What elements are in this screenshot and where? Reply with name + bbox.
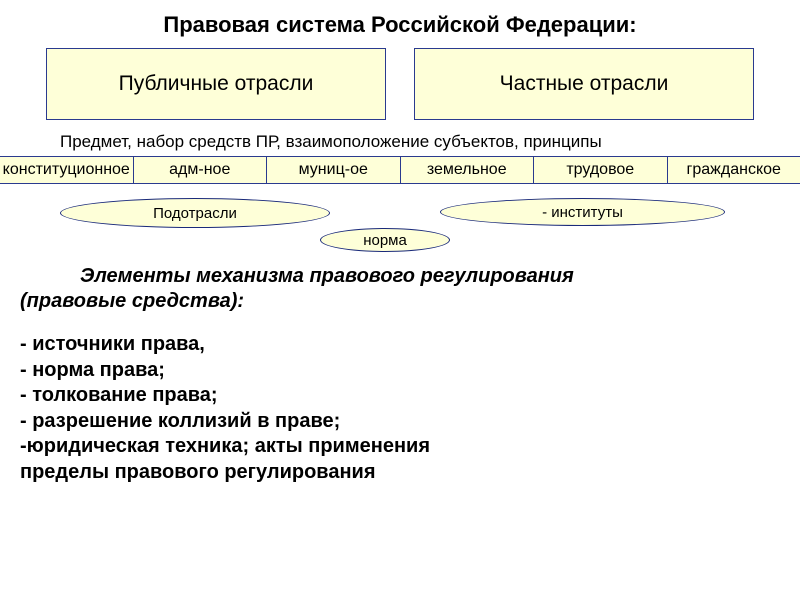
ellipse-institutes: - институты: [440, 198, 725, 226]
page-title: Правовая система Российской Федерации:: [0, 0, 800, 48]
ellipse-row: Подотрасли - институты норма: [0, 198, 800, 258]
law-cell: трудовое: [534, 157, 668, 183]
law-type-row: конституционное адм-ное муниц-ое земельн…: [0, 156, 800, 184]
branch-public: Публичные отрасли: [46, 48, 386, 120]
branch-row: Публичные отрасли Частные отрасли: [0, 48, 800, 120]
list-item: - толкование права;: [20, 383, 780, 409]
list-item: пределы правового регулирования: [20, 460, 780, 486]
law-cell: конституционное: [0, 157, 134, 183]
subheading-line1: Элементы механизма правового регулирован…: [80, 265, 574, 287]
elements-subheading: Элементы механизма правового регулирован…: [0, 258, 800, 314]
law-cell: земельное: [401, 157, 535, 183]
list-item: - норма права;: [20, 358, 780, 384]
list-item: - разрешение коллизий в праве;: [20, 409, 780, 435]
subheading-line2: (правовые средства):: [20, 290, 244, 312]
elements-list: - источники права, - норма права; - толк…: [0, 314, 800, 486]
branch-private: Частные отрасли: [414, 48, 754, 120]
criteria-line: Предмет, набор средств ПР, взаимоположен…: [0, 120, 800, 156]
list-item: -юридическая техника; акты применения: [20, 434, 780, 460]
list-item: - источники права,: [20, 332, 780, 358]
ellipse-norm: норма: [320, 228, 450, 252]
law-cell: адм-ное: [134, 157, 268, 183]
law-cell: муниц-ое: [267, 157, 401, 183]
ellipse-sub-branches: Подотрасли: [60, 198, 330, 228]
law-cell: гражданское: [668, 157, 800, 183]
